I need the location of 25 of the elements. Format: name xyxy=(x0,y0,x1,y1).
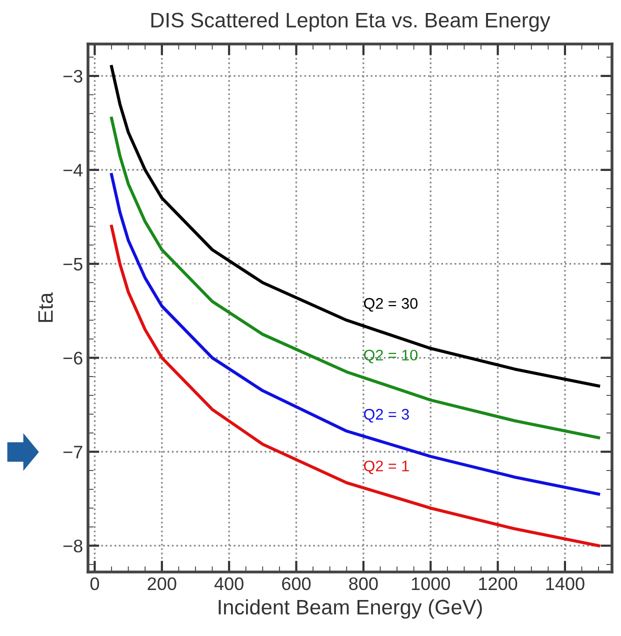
series-label: Q2 = 1 xyxy=(364,460,409,474)
y-tick-label: −5 xyxy=(63,258,82,271)
x-tick-label: 1400 xyxy=(546,577,584,590)
line-series xyxy=(110,116,600,440)
x-tick-label: 0 xyxy=(90,577,100,590)
series-label: Q2 = 30 xyxy=(364,298,418,312)
x-tick-label: 1200 xyxy=(479,577,518,590)
x-tick-label: 1000 xyxy=(412,577,450,590)
x-tick-label: 600 xyxy=(282,577,311,590)
y-axis-title: Eta xyxy=(38,292,53,322)
chart-title: DIS Scattered Lepton Eta vs. Beam Energy xyxy=(151,12,550,32)
x-tick-label: 200 xyxy=(148,577,176,590)
series-label: Q2 = 3 xyxy=(364,408,409,422)
y-tick-label: −7 xyxy=(63,446,82,458)
y-tick-label: −6 xyxy=(63,352,82,365)
line-series xyxy=(110,224,600,548)
y-tick-label: −3 xyxy=(63,70,82,83)
x-tick-label: 400 xyxy=(214,577,244,590)
x-axis-title: Incident Beam Energy (GeV) xyxy=(218,599,482,619)
line-series xyxy=(110,173,600,496)
x-tick-label: 800 xyxy=(349,577,378,590)
series-label: Q2 = 10 xyxy=(364,350,418,364)
y-tick-label: −8 xyxy=(63,540,82,552)
y-tick-label: −4 xyxy=(63,164,83,176)
line-series xyxy=(110,65,600,388)
